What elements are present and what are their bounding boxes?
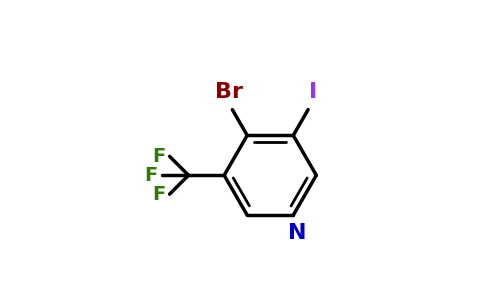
Text: I: I: [308, 82, 317, 102]
Text: Br: Br: [215, 82, 243, 102]
Text: F: F: [152, 185, 165, 204]
Text: N: N: [287, 224, 306, 244]
Text: F: F: [152, 147, 165, 166]
Text: F: F: [144, 166, 157, 185]
